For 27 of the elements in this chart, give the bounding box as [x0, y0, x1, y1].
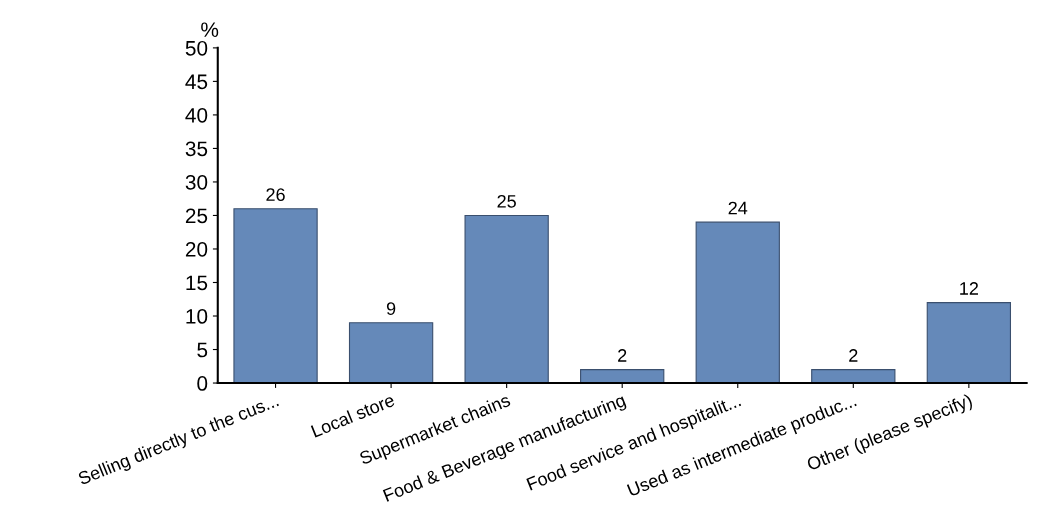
data-label: 2 [618, 349, 627, 362]
bar [926, 302, 1012, 384]
data-label: 24 [728, 201, 748, 215]
y-tick-label: 40 [185, 107, 208, 123]
y-tick-label: 15 [186, 275, 208, 291]
y-tick-label: 0 [197, 376, 208, 391]
bar [580, 369, 665, 384]
bar [695, 221, 780, 384]
y-tick-label: 5 [197, 342, 208, 358]
data-label: 9 [386, 302, 396, 315]
y-tick-label: 45 [185, 74, 208, 90]
bar [464, 214, 549, 384]
y-axis-title: % [201, 22, 219, 37]
bar [233, 208, 318, 384]
data-label: 12 [960, 282, 978, 295]
y-tick-label: 35 [185, 141, 208, 157]
y-tick-label: 30 [185, 174, 208, 190]
y-tick-label: 50 [185, 40, 208, 56]
y-tick-label: 20 [185, 241, 208, 257]
data-label: 2 [849, 349, 858, 362]
data-label: 25 [497, 194, 516, 208]
data-label: 26 [266, 188, 285, 202]
y-tick-label: 25 [185, 208, 208, 224]
y-tick-label: 10 [186, 309, 208, 324]
bar [811, 369, 896, 384]
bar [348, 322, 434, 384]
x-tick-label: Selling directly to the cus... [77, 393, 281, 489]
